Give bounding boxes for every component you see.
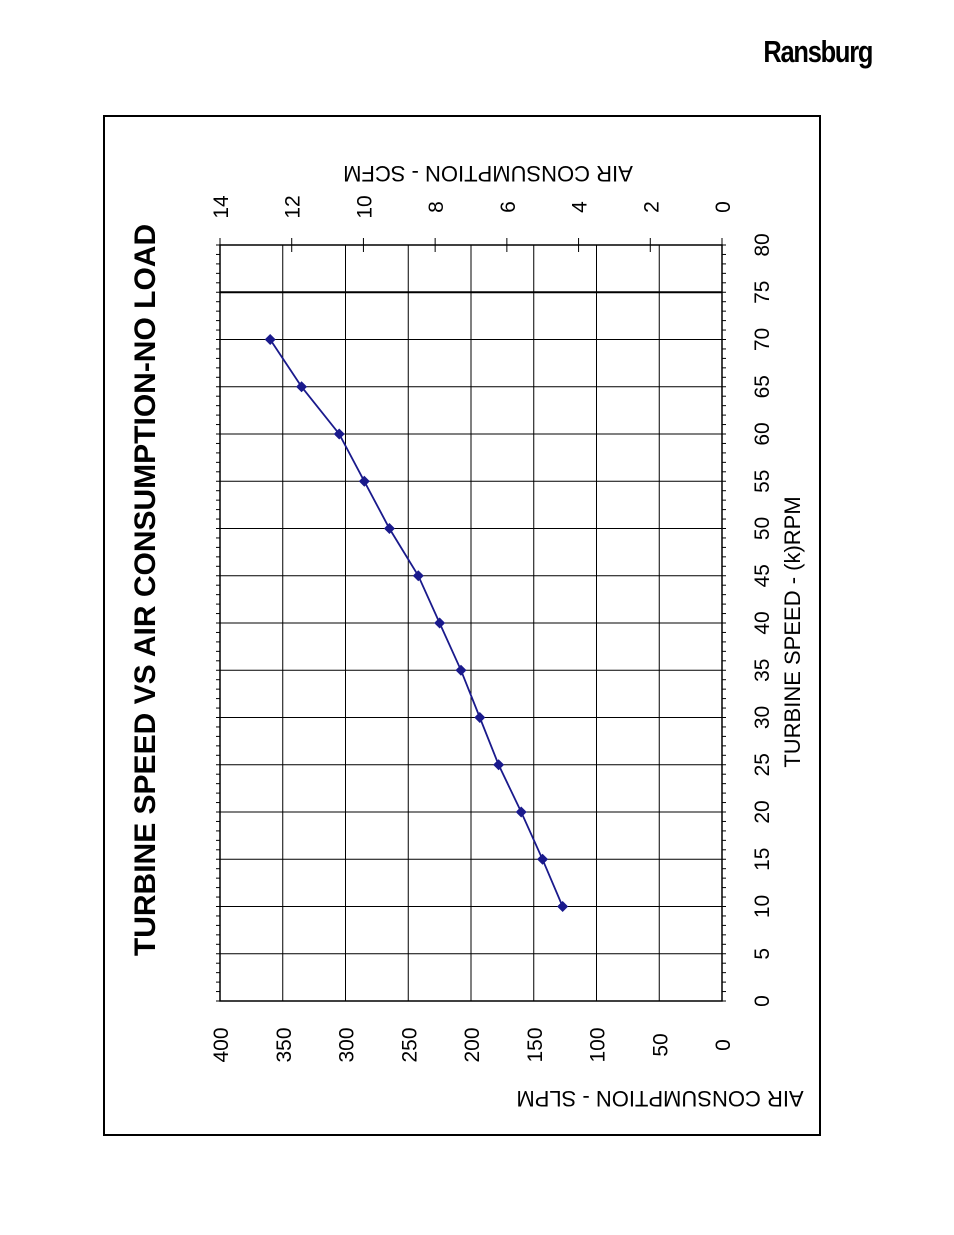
y2-tick-label: 0 xyxy=(712,201,735,213)
data-point xyxy=(333,428,345,440)
x-tick-label: 60 xyxy=(751,422,774,445)
x-tick-label: 30 xyxy=(751,706,774,729)
data-point xyxy=(474,712,486,723)
x-tick-label: 25 xyxy=(751,753,774,776)
x-tick-label: 0 xyxy=(751,995,774,1007)
data-point xyxy=(493,759,505,771)
y2-axis-title: AIR CONSUMPTION - SCFM xyxy=(343,161,633,186)
chart-grid xyxy=(219,244,723,1002)
x-tick-label: 65 xyxy=(751,375,774,398)
y2-tick-label: 14 xyxy=(210,195,233,219)
y2-tick-label: 12 xyxy=(282,195,305,218)
y-tick-label: 200 xyxy=(461,1027,484,1062)
y2-axis-ticks: 0 2 4 6 8 10 12 14 xyxy=(210,195,735,252)
x-tick-label: 40 xyxy=(751,611,774,634)
y2-tick-label: 10 xyxy=(353,195,376,218)
data-point xyxy=(383,523,395,534)
x-tick-label: 5 xyxy=(751,948,774,960)
chart-title: TURBINE SPEED VS AIR CONSUMPTION-NO LOAD xyxy=(129,224,162,956)
x-tick-label: 45 xyxy=(751,564,774,587)
x-tick-label: 70 xyxy=(751,328,774,351)
x-axis-ticks: 0 5 10 15 20 25 30 35 40 45 50 55 60 65 70 75 80 xyxy=(751,233,774,1007)
x-tick-label: 35 xyxy=(751,659,774,682)
data-point xyxy=(412,570,424,582)
x-tick-label: 15 xyxy=(751,848,774,871)
x-tick-label: 50 xyxy=(751,517,774,540)
series-layer xyxy=(264,334,569,912)
x-tick-label: 80 xyxy=(751,233,774,256)
data-point xyxy=(358,475,370,487)
data-point xyxy=(455,664,467,676)
y2-tick-label: 2 xyxy=(640,201,663,213)
data-point xyxy=(557,901,569,912)
y2-tick-label: 4 xyxy=(569,201,592,213)
y-tick-label: 400 xyxy=(210,1027,233,1062)
y-tick-label: 150 xyxy=(524,1027,547,1062)
x-tick-label: 20 xyxy=(751,800,774,823)
data-point xyxy=(537,853,549,865)
y-tick-label: 300 xyxy=(336,1027,359,1062)
y-axis-ticks: 0 50 100 150 200 250 300 350 400 xyxy=(210,1027,735,1062)
y-tick-label: 100 xyxy=(587,1027,610,1062)
chart-frame xyxy=(103,115,821,1136)
x-axis-title: TURBINE SPEED - (k)RPM xyxy=(780,496,805,767)
data-point xyxy=(434,617,446,629)
y-axis-title: AIR CONSUMPTION - SLPM xyxy=(516,1086,803,1111)
y2-tick-label: 6 xyxy=(497,201,520,213)
y-tick-label: 250 xyxy=(398,1027,421,1062)
y-tick-label: 50 xyxy=(649,1033,672,1056)
data-point xyxy=(296,381,308,393)
chart-minor-ticks xyxy=(216,244,726,1002)
x-tick-label: 75 xyxy=(751,281,774,304)
x-tick-label: 10 xyxy=(751,895,774,918)
brand-logo-text: Ransburg xyxy=(763,34,873,69)
data-point xyxy=(515,806,527,818)
x-tick-label: 55 xyxy=(751,470,774,493)
y-tick-label: 0 xyxy=(712,1039,735,1051)
y2-tick-label: 8 xyxy=(425,201,448,213)
data-point xyxy=(264,334,276,345)
y-tick-label: 350 xyxy=(273,1027,296,1062)
